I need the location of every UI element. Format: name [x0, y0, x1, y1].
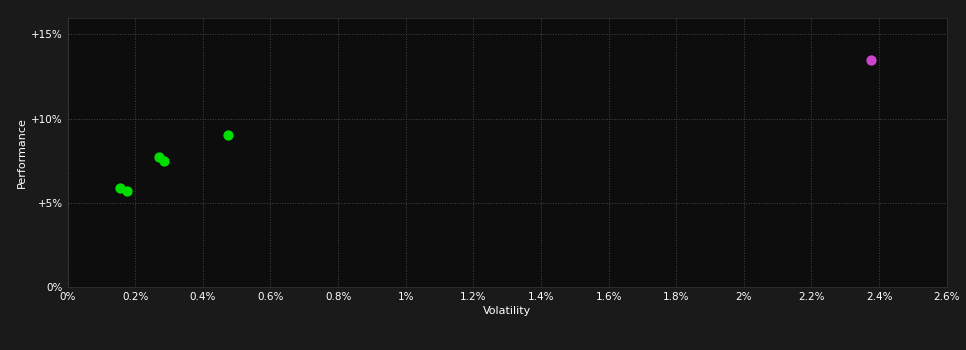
Y-axis label: Performance: Performance: [16, 117, 27, 188]
Point: [220, 133, 236, 138]
Point: [112, 185, 128, 190]
X-axis label: Volatility: Volatility: [483, 306, 531, 316]
Point: [863, 57, 878, 62]
Point: [152, 154, 167, 160]
Point: [119, 188, 134, 194]
Point: [156, 158, 172, 163]
